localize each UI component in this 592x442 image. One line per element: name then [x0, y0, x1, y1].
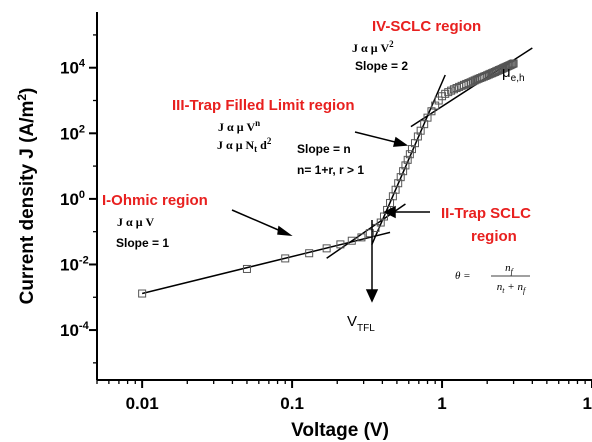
- data-point: [396, 173, 405, 182]
- data-point: [444, 88, 453, 97]
- data-point: [447, 86, 456, 95]
- svg-text:θ =: θ =: [455, 270, 471, 282]
- ohmic-arrowhead: [277, 225, 293, 236]
- data-point: [322, 244, 331, 253]
- iii-formula-1: J α μ Vn: [218, 118, 260, 134]
- data-point: [401, 161, 410, 170]
- axis-ticks: [89, 34, 592, 388]
- y-tick-label: 102: [60, 123, 85, 143]
- iii-formula-2: J α μ Nt d2: [217, 136, 272, 154]
- vtfl-label: VTFL: [347, 313, 375, 334]
- ii-region-title-line1: II-Trap SCLC: [441, 205, 531, 222]
- data-point: [405, 150, 414, 159]
- vtfl-arrowhead: [365, 289, 379, 303]
- iv-slope: Slope = 2: [355, 59, 408, 73]
- svg-text:nt + nf: nt + nf: [497, 281, 527, 295]
- data-point: [466, 78, 475, 87]
- data-point: [357, 233, 366, 242]
- y-tick-label: 10-2: [60, 254, 89, 274]
- iv-region-title: IV-SCLC region: [372, 18, 481, 35]
- i-region-title: I-Ohmic region: [102, 192, 208, 209]
- tfl-arrow: [354, 131, 400, 144]
- data-point: [413, 132, 422, 141]
- data-point: [138, 289, 147, 298]
- tfl-arrowhead: [393, 136, 409, 147]
- y-tick-label: 10-4: [60, 320, 90, 340]
- data-point: [462, 79, 471, 88]
- data-point: [508, 59, 517, 68]
- data-point: [509, 59, 518, 68]
- data-point: [336, 240, 345, 249]
- ohmic-fit: [141, 231, 391, 295]
- x-axis-title: Voltage (V): [291, 420, 389, 441]
- x-tick-label: 0.01: [126, 394, 159, 413]
- x-tick-label: 1: [437, 394, 446, 413]
- theta-formula: θ = nf nt + nf: [455, 262, 530, 295]
- svg-text:nf: nf: [505, 262, 515, 276]
- data-point: [449, 85, 458, 94]
- x-tick-label: 10: [583, 394, 592, 413]
- data-point: [403, 155, 412, 164]
- iii-condition: n= 1+r, r > 1: [297, 163, 364, 177]
- y-axis-title: Current density J (A/m2): [15, 88, 38, 305]
- data-point: [464, 79, 473, 88]
- annotation-arrows: [231, 131, 430, 303]
- data-point: [507, 60, 516, 69]
- iii-region-title: III-Trap Filled Limit region: [172, 97, 355, 114]
- plot-frame: [96, 12, 592, 381]
- i-slope: Slope = 1: [116, 236, 169, 250]
- tfl-fit: [371, 74, 446, 246]
- data-point: [394, 179, 403, 188]
- y-tick-label: 100: [60, 189, 85, 209]
- ohmic-arrow: [231, 209, 284, 233]
- trap-sclc-arrowhead: [383, 205, 396, 219]
- data-point: [305, 249, 314, 258]
- data-points: [138, 59, 518, 298]
- iii-slope: Slope = n: [297, 142, 351, 156]
- iv-formula: J α μ V2: [352, 39, 394, 55]
- x-tick-labels: 0.01 0.1 1 10: [126, 394, 592, 413]
- y-tick-label: 104: [60, 58, 86, 78]
- x-tick-label: 0.1: [280, 394, 304, 413]
- data-point: [281, 254, 290, 263]
- y-tick-labels: 10-4 10-2 100 102 104: [60, 58, 90, 340]
- data-point: [242, 264, 251, 273]
- data-point: [347, 236, 356, 245]
- data-point: [399, 167, 408, 176]
- data-point: [365, 229, 374, 238]
- mobility-label: μe,h: [502, 64, 525, 84]
- ii-region-title-line2: region: [471, 228, 517, 245]
- i-formula: J α μ V: [117, 215, 155, 229]
